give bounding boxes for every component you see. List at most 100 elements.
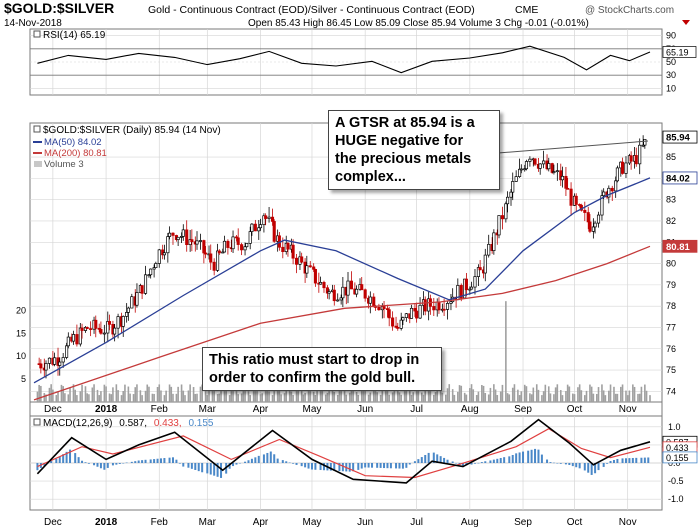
volume-bar — [268, 391, 270, 402]
rsi-tick: 10 — [666, 83, 676, 93]
macd-legend-name: MACD(12,26,9) — [43, 418, 112, 429]
candle-body — [294, 257, 299, 265]
volume-bar — [506, 393, 509, 402]
callout-bottom: This ratio must start to drop in order t… — [202, 347, 442, 391]
volume-tick: 15 — [16, 328, 26, 338]
candle-body — [555, 170, 559, 173]
candle-body — [240, 244, 244, 251]
volume-bar — [505, 301, 507, 402]
volume-bar — [580, 390, 583, 402]
volume-bar — [273, 389, 276, 402]
candle-body — [518, 168, 522, 177]
volume-bar — [108, 393, 111, 402]
candle-body — [212, 261, 216, 271]
volume-bar — [156, 387, 159, 402]
volume-bar — [541, 395, 543, 402]
volume-bar — [153, 393, 155, 402]
volume-bar — [103, 384, 106, 402]
volume-bar — [445, 394, 447, 402]
volume-bar — [412, 392, 415, 402]
volume-bar — [616, 393, 619, 402]
candle-body — [102, 332, 106, 335]
volume-bar — [525, 386, 528, 402]
volume-bar — [91, 387, 94, 402]
volume-bar — [348, 392, 351, 402]
macd-histogram-bar — [156, 458, 159, 463]
candle-body — [399, 319, 403, 329]
candle-body — [171, 232, 175, 236]
volume-bar — [501, 384, 504, 402]
volume-bar — [484, 392, 487, 402]
volume-bar — [192, 387, 195, 402]
volume-bar — [189, 384, 191, 402]
macd-histogram-bar — [134, 461, 137, 463]
volume-bar — [628, 390, 631, 402]
volume-bar — [88, 394, 90, 402]
candle-body — [291, 244, 295, 259]
volume-bar — [434, 392, 437, 402]
candle-body — [492, 232, 496, 251]
candle-body — [528, 158, 532, 162]
candle-body — [94, 319, 98, 329]
volume-bar — [345, 394, 348, 402]
macd-histogram-bar — [292, 463, 295, 464]
rsi-legend-text: RSI(14) 65.19 — [43, 30, 106, 41]
candle-body — [116, 316, 120, 329]
volume-bar — [206, 395, 209, 402]
candle-body — [504, 203, 508, 220]
axis-labels: Dec Dec 2018 2018 Feb Feb Mar Mar Apr Apr May May Ju… — [16, 31, 698, 528]
dropdown-arrow-icon[interactable] — [682, 20, 690, 25]
volume-bar — [621, 384, 624, 402]
volume-bar — [590, 386, 593, 402]
volume-bar — [266, 384, 269, 402]
volume-bar — [319, 384, 322, 402]
macd-histogram-bar — [621, 458, 624, 463]
macd-histogram-bar — [496, 458, 499, 463]
volume-bar — [312, 391, 315, 402]
candle-body — [360, 284, 364, 291]
candle-body — [152, 267, 156, 270]
candle-body — [514, 176, 518, 182]
macd-histogram-bar — [379, 463, 382, 468]
volume-bar — [529, 393, 531, 402]
volume-bar — [638, 393, 641, 402]
candle-body — [409, 307, 414, 319]
macd-histogram-bar — [55, 458, 58, 463]
volume-bar — [393, 385, 396, 402]
volume-tick: 5 — [21, 374, 26, 384]
volume-bar — [626, 395, 629, 402]
macd-histogram-bar — [559, 463, 562, 464]
candle-body — [387, 309, 391, 319]
candle-body — [107, 321, 112, 325]
volume-bar — [577, 387, 579, 402]
macd-histogram-bar — [96, 463, 99, 467]
hist-value-label: 0.155 — [666, 453, 689, 463]
candle-body — [198, 240, 202, 242]
volume-bar — [405, 384, 408, 402]
macd-histogram-bar — [333, 463, 336, 471]
macd-histogram-bar — [254, 457, 257, 463]
macd-legend-hist: 0.155 — [188, 418, 213, 429]
macd-histogram-bar — [640, 457, 643, 463]
macd-histogram-bar — [190, 463, 193, 469]
month-label: Dec — [44, 404, 62, 415]
volume-bar — [187, 390, 190, 402]
volume-bar — [86, 393, 88, 402]
candle-body — [195, 240, 199, 245]
candle-body — [97, 327, 101, 330]
macd-histogram-bar — [609, 461, 612, 463]
candle-body — [349, 280, 353, 290]
macd-histogram-bar — [232, 463, 235, 467]
volume-bar — [350, 385, 353, 402]
candle-body — [161, 249, 165, 256]
macd-histogram-bar — [508, 456, 511, 463]
volume-bar — [640, 386, 643, 402]
volume-bar — [288, 384, 291, 402]
macd-histogram-bar — [357, 463, 360, 470]
volume-bar — [613, 386, 615, 402]
volume-bar — [285, 386, 288, 402]
candle-body — [75, 334, 79, 345]
macd-histogram-bar — [77, 457, 80, 463]
candle-body — [533, 158, 537, 165]
volume-bar — [170, 386, 173, 402]
